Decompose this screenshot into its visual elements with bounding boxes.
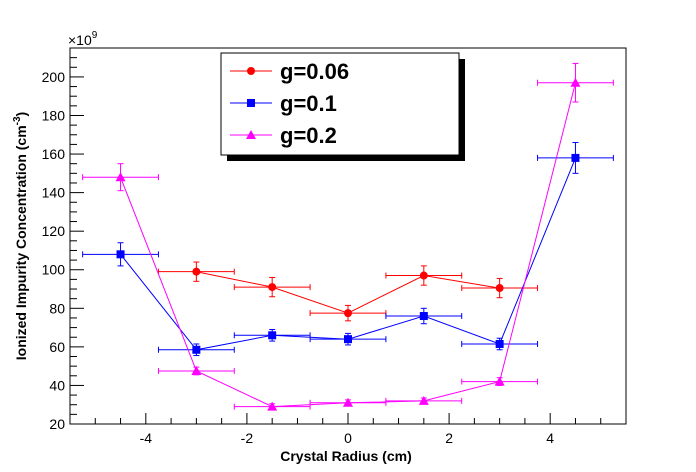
data-point	[418, 395, 429, 405]
y-tick-label: 160	[42, 146, 66, 162]
y-tick-label: 100	[42, 262, 66, 278]
data-point	[116, 250, 125, 259]
legend-marker	[247, 99, 255, 107]
data-point	[268, 331, 277, 340]
legend-label: g=0.2	[280, 123, 337, 148]
legend-label: g=0.06	[280, 59, 349, 84]
x-axis-title: Crystal Radius (cm)	[280, 448, 411, 464]
axis-ticks: -4 -2 0 2 4 20 40 60 80 100 120 140 160 180 200	[42, 47, 627, 446]
data-point	[191, 365, 202, 375]
data-point	[419, 312, 428, 321]
y-tick-label: 20	[49, 416, 65, 432]
data-series	[82, 62, 614, 411]
data-point	[344, 309, 352, 318]
x-tick-label: -2	[241, 430, 254, 446]
legend-label: g=0.1	[280, 91, 337, 116]
x-tick-label: 2	[445, 430, 453, 446]
data-point	[268, 283, 277, 292]
x-tick-label: 4	[546, 430, 554, 446]
data-point	[192, 267, 201, 276]
data-point	[192, 345, 201, 354]
data-point	[267, 401, 278, 411]
legend-marker	[246, 130, 256, 139]
y-tick-label: 60	[49, 339, 65, 355]
data-point	[570, 77, 581, 87]
legend-marker	[247, 67, 255, 75]
data-point	[419, 271, 428, 280]
y-tick-label: 180	[42, 107, 66, 123]
series-g=0.1	[82, 141, 614, 357]
data-point	[344, 335, 352, 344]
data-point	[495, 339, 504, 348]
y-multiplier: ×109	[68, 30, 98, 48]
data-point	[115, 172, 126, 182]
x-tick-label: -4	[140, 430, 153, 446]
y-tick-label: 40	[49, 377, 65, 393]
legend-box	[220, 52, 460, 156]
y-tick-label: 120	[42, 223, 66, 239]
series-g=0.2	[82, 62, 614, 411]
data-point	[343, 397, 353, 407]
legend: g=0.06 g=0.1 g=0.2	[220, 52, 465, 161]
data-point	[571, 153, 580, 162]
y-tick-label: 200	[42, 69, 66, 85]
y-axis-title: Ionized Impurity Concentration (cm-3)	[12, 112, 29, 360]
data-point	[494, 376, 505, 386]
y-tick-label: 80	[49, 300, 65, 316]
series-g=0.06	[157, 261, 539, 322]
x-tick-label: 0	[344, 430, 352, 446]
data-point	[495, 284, 504, 293]
y-tick-label: 140	[42, 185, 66, 201]
